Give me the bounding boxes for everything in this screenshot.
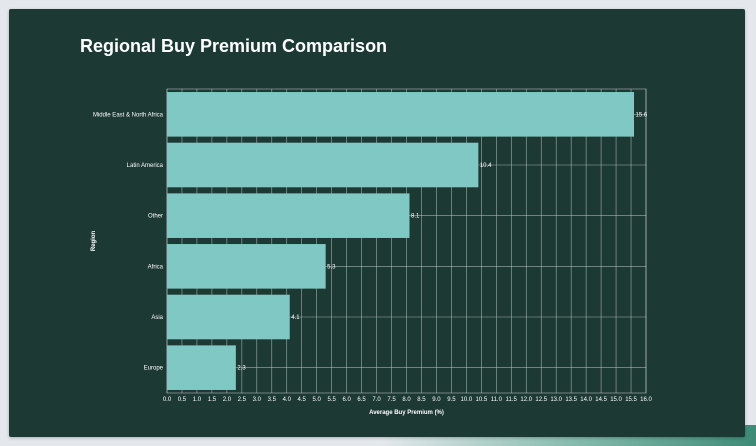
- x-tick-label: 13.0: [550, 397, 562, 403]
- y-tick-label: Europe: [144, 366, 164, 372]
- x-tick-label: 8.0: [402, 397, 411, 403]
- x-tick-label: 7.0: [372, 397, 381, 403]
- y-tick-label: Middle East & North Africa: [93, 112, 164, 118]
- x-tick-label: 5.5: [327, 397, 336, 403]
- y-tick-label: Other: [148, 214, 163, 220]
- x-tick-label: 2.0: [223, 397, 232, 403]
- x-tick-label: 12.5: [535, 397, 547, 403]
- x-tick-label: 10.0: [461, 397, 473, 403]
- x-tick-label: 14.5: [595, 397, 607, 403]
- x-tick-label: 5.0: [313, 397, 322, 403]
- x-tick-label: 6.0: [342, 397, 351, 403]
- x-tick-label: 10.5: [476, 397, 488, 403]
- x-tick-label: 4.0: [283, 397, 292, 403]
- y-tick-label: Latin America: [127, 163, 164, 169]
- chart-title: Regional Buy Premium Comparison: [80, 36, 388, 56]
- x-tick-label: 15.5: [625, 397, 637, 403]
- x-tick-label: 9.5: [447, 397, 456, 403]
- y-axis-title: Region: [91, 231, 97, 252]
- y-tick-label: Africa: [148, 264, 164, 270]
- data-label: 4.1: [291, 315, 300, 321]
- y-tick-label: Asia: [151, 315, 163, 321]
- x-tick-label: 13.5: [565, 397, 577, 403]
- x-tick-label: 3.5: [268, 397, 277, 403]
- x-tick-label: 15.0: [610, 397, 622, 403]
- data-label: 5.3: [327, 264, 336, 270]
- bar: [167, 294, 290, 340]
- bar: [167, 142, 479, 188]
- x-tick-label: 7.5: [387, 397, 396, 403]
- x-tick-label: 8.5: [417, 397, 426, 403]
- x-tick-label: 0.0: [163, 397, 172, 403]
- x-tick-label: 9.0: [432, 397, 441, 403]
- data-label: 15.6: [636, 112, 648, 118]
- x-tick-label: 2.5: [238, 397, 247, 403]
- plot-frame: [166, 88, 647, 394]
- bar-chart: 0.0 0.5 1.0 1.5 2.0 2.5 3.0 3.5 4.0 4.5 5.0 5.5 6.0 6…: [91, 88, 652, 416]
- x-tick-label: 3.0: [253, 397, 262, 403]
- x-tick-label: 6.5: [357, 397, 366, 403]
- bar: [167, 244, 326, 289]
- x-tick-label: 16.0: [640, 397, 652, 403]
- bar: [167, 345, 236, 390]
- x-axis-title: Average Buy Premium (%): [369, 410, 444, 416]
- bar: [167, 193, 410, 238]
- data-label: 10.4: [480, 163, 492, 169]
- x-tick-label: 1.5: [208, 397, 217, 403]
- x-tick-label: 11.0: [491, 397, 503, 403]
- data-label: 8.1: [411, 214, 420, 220]
- x-tick-label: 4.5: [298, 397, 307, 403]
- x-tick-label: 0.5: [178, 397, 187, 403]
- x-tick-label: 12.0: [520, 397, 532, 403]
- x-tick-label: 11.5: [506, 397, 518, 403]
- data-label: 2.3: [237, 366, 246, 372]
- bar: [167, 92, 635, 137]
- x-tick-label: 1.0: [193, 397, 202, 403]
- chart-card: Regional Buy Premium Comparison 0.0 0.5 1.…: [9, 9, 745, 437]
- x-tick-label: 14.0: [580, 397, 592, 403]
